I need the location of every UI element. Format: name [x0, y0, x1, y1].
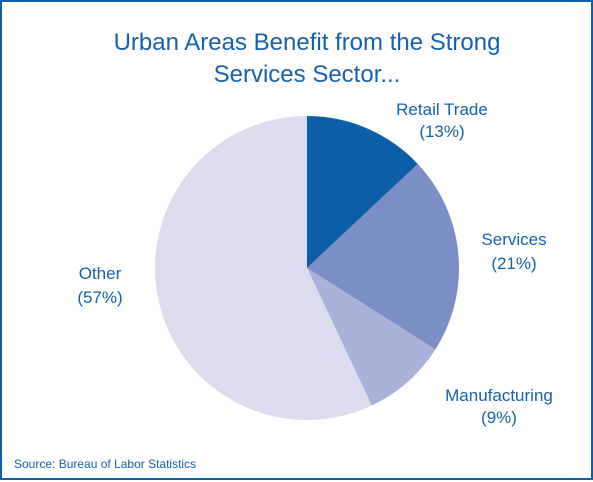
- slice-value-retail-trade: (13%): [419, 122, 464, 141]
- pie-slice-manufacturing: [307, 268, 436, 406]
- slice-label-manufacturing: Manufacturing: [445, 386, 553, 405]
- chart-title-line-1: Urban Areas Benefit from the Strong: [114, 29, 501, 56]
- pie-slice-services: [307, 163, 460, 350]
- slice-value-manufacturing: (9%): [481, 408, 517, 427]
- chart-title-line-2: Services Sector...: [214, 61, 401, 88]
- pie-slice-other: [154, 116, 372, 421]
- pie-slices: [154, 116, 460, 421]
- slice-label-retail-trade: Retail Trade: [396, 100, 488, 119]
- chart-source: Source: Bureau of Labor Statistics: [14, 457, 196, 471]
- slice-label-services: Services: [481, 230, 546, 249]
- pie-slice-retail-trade: [307, 116, 418, 268]
- slice-value-other: (57%): [77, 288, 122, 307]
- slice-label-other: Other: [79, 264, 122, 283]
- slice-value-services: (21%): [491, 254, 536, 273]
